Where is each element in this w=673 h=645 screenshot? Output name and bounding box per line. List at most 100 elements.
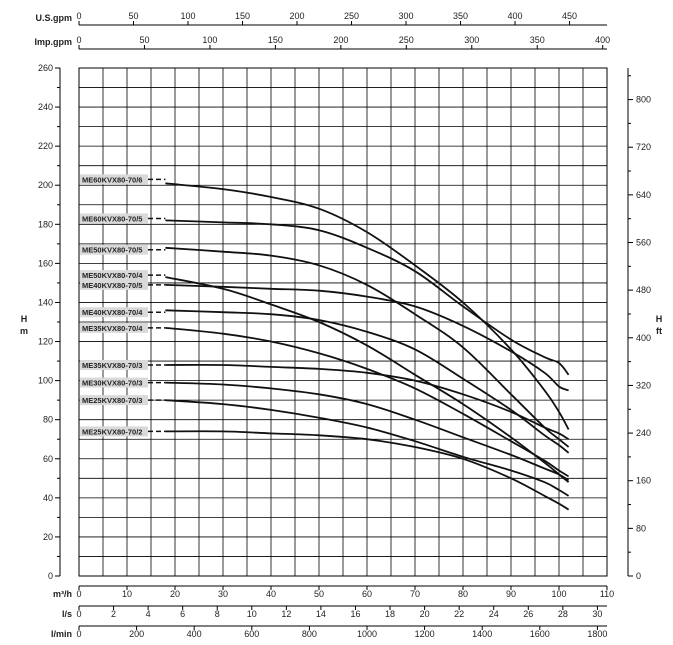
x-tick-label: 110	[600, 589, 614, 599]
curve-label: ME40KVX80-70/5	[82, 281, 142, 290]
y2-axis-unit: ft	[656, 326, 662, 336]
curve-label-box	[80, 174, 148, 185]
y2-tick-label: 0	[636, 571, 641, 581]
curve-label: ME25KVX80-70/3	[82, 396, 142, 405]
bottom-tick-label: 14	[316, 609, 326, 619]
bottom-tick-label: 22	[454, 609, 464, 619]
bottom-tick-label: 200	[129, 629, 144, 639]
y-tick-label: 140	[38, 297, 53, 307]
bottom-tick-label: 800	[302, 629, 317, 639]
x-tick-label: 50	[314, 589, 324, 599]
bottom-tick-label: 28	[558, 609, 568, 619]
curve-label-box	[80, 279, 148, 290]
x-tick-label: 40	[266, 589, 276, 599]
y2-tick-label: 560	[636, 238, 651, 248]
pump-curves	[148, 178, 570, 511]
top-tick-label: 150	[268, 35, 283, 45]
bottom-tick-label: 10	[247, 609, 257, 619]
y2-axis-label: H	[656, 314, 663, 324]
curve-me40kvx80-70/5	[165, 284, 569, 392]
y2-tick-label: 640	[636, 190, 651, 200]
bottom-tick-label: 20	[420, 609, 430, 619]
bottom-tick-label: 16	[350, 609, 360, 619]
curve-me35kvx80-70/4	[165, 327, 570, 478]
x-axis-label: m³/h	[53, 589, 72, 599]
curve-label: ME30KVX80-70/3	[82, 379, 142, 388]
top-tick-label: 400	[508, 11, 523, 21]
bottom-tick-label: 18	[385, 609, 395, 619]
curve-label: ME60KVX80-70/6	[82, 175, 142, 184]
top-tick-label: 350	[453, 11, 468, 21]
y-tick-label: 200	[38, 180, 53, 190]
curve-label: ME50KVX80-70/4	[82, 271, 143, 280]
top-tick-label: 350	[530, 35, 545, 45]
curve-label-box	[80, 213, 148, 224]
x-tick-label: 30	[218, 589, 228, 599]
y-tick-label: 0	[48, 571, 53, 581]
curve-label: ME40KVX80-70/4	[82, 308, 143, 317]
y-tick-label: 80	[43, 415, 53, 425]
y2-tick-label: 160	[636, 476, 651, 486]
bottom-tick-label: 2	[111, 609, 116, 619]
top-tick-label: 300	[464, 35, 479, 45]
bottom-tick-label: 12	[281, 609, 291, 619]
curve-label: ME50KVX80-70/5	[82, 246, 142, 255]
x-tick-label: 90	[506, 589, 516, 599]
bottom-tick-label: 0	[76, 629, 81, 639]
curve-label-box	[80, 426, 148, 437]
curve-label-box	[80, 395, 148, 406]
y-tick-label: 100	[38, 376, 53, 386]
bottom-tick-label: 1400	[472, 629, 492, 639]
x-tick-label: 0	[76, 589, 81, 599]
top-tick-label: 0	[76, 11, 81, 21]
plot-frame	[78, 67, 608, 577]
y-tick-label: 40	[43, 493, 53, 503]
x-tick-label: 70	[410, 589, 420, 599]
top-tick-label: 50	[128, 11, 138, 21]
curve-label: ME60KVX80-70/5	[82, 214, 142, 223]
bottom-axis-label: l/s	[62, 609, 72, 619]
bottom-tick-label: 600	[244, 629, 259, 639]
curve-me25kvx80-70/3	[165, 399, 570, 497]
y2-tick-label: 80	[636, 523, 646, 533]
y-tick-label: 20	[43, 532, 53, 542]
curve-label-box	[80, 322, 148, 333]
bottom-axis-label: l/min	[51, 629, 72, 639]
curve-me50kvx80-70/4	[165, 276, 570, 483]
curve-me60kvx80-70/6	[165, 182, 570, 430]
y2-tick-label: 720	[636, 142, 651, 152]
y-tick-label: 220	[38, 141, 53, 151]
y2-tick-label: 480	[636, 285, 651, 295]
curve-label: ME35KVX80-70/4	[82, 324, 143, 333]
top-tick-label: 150	[235, 11, 250, 21]
curve-me60kvx80-70/5	[165, 219, 570, 376]
curve-me30kvx80-70/3	[165, 381, 570, 482]
x-tick-label: 60	[362, 589, 372, 599]
curve-label-box	[80, 359, 148, 370]
bottom-tick-label: 1000	[357, 629, 377, 639]
x-tick-label: 10	[122, 589, 132, 599]
top-tick-label: 250	[399, 35, 414, 45]
y2-tick-label: 800	[636, 95, 651, 105]
top-axis-label: U.S.gpm	[35, 13, 72, 23]
x-tick-label: 20	[170, 589, 180, 599]
curve-me25kvx80-70/2	[165, 430, 570, 511]
curve-me35kvx80-70/3	[165, 363, 570, 440]
y-tick-label: 60	[43, 454, 53, 464]
curve-label-box	[80, 377, 148, 388]
top-tick-label: 450	[562, 11, 577, 21]
bottom-tick-label: 6	[180, 609, 185, 619]
top-tick-label: 200	[333, 35, 348, 45]
curve-label: ME35KVX80-70/3	[82, 361, 142, 370]
bottom-tick-label: 26	[523, 609, 533, 619]
y2-tick-label: 240	[636, 428, 651, 438]
top-tick-label: 100	[180, 11, 195, 21]
y-tick-label: 160	[38, 258, 53, 268]
axes: 020406080100120140160180200220240260Hm08…	[20, 11, 662, 639]
curve-label: ME25KVX80-70/2	[82, 427, 142, 436]
bottom-tick-label: 400	[187, 629, 202, 639]
bottom-tick-label: 1800	[587, 629, 607, 639]
y-tick-label: 240	[38, 102, 53, 112]
x-tick-label: 100	[551, 589, 566, 599]
